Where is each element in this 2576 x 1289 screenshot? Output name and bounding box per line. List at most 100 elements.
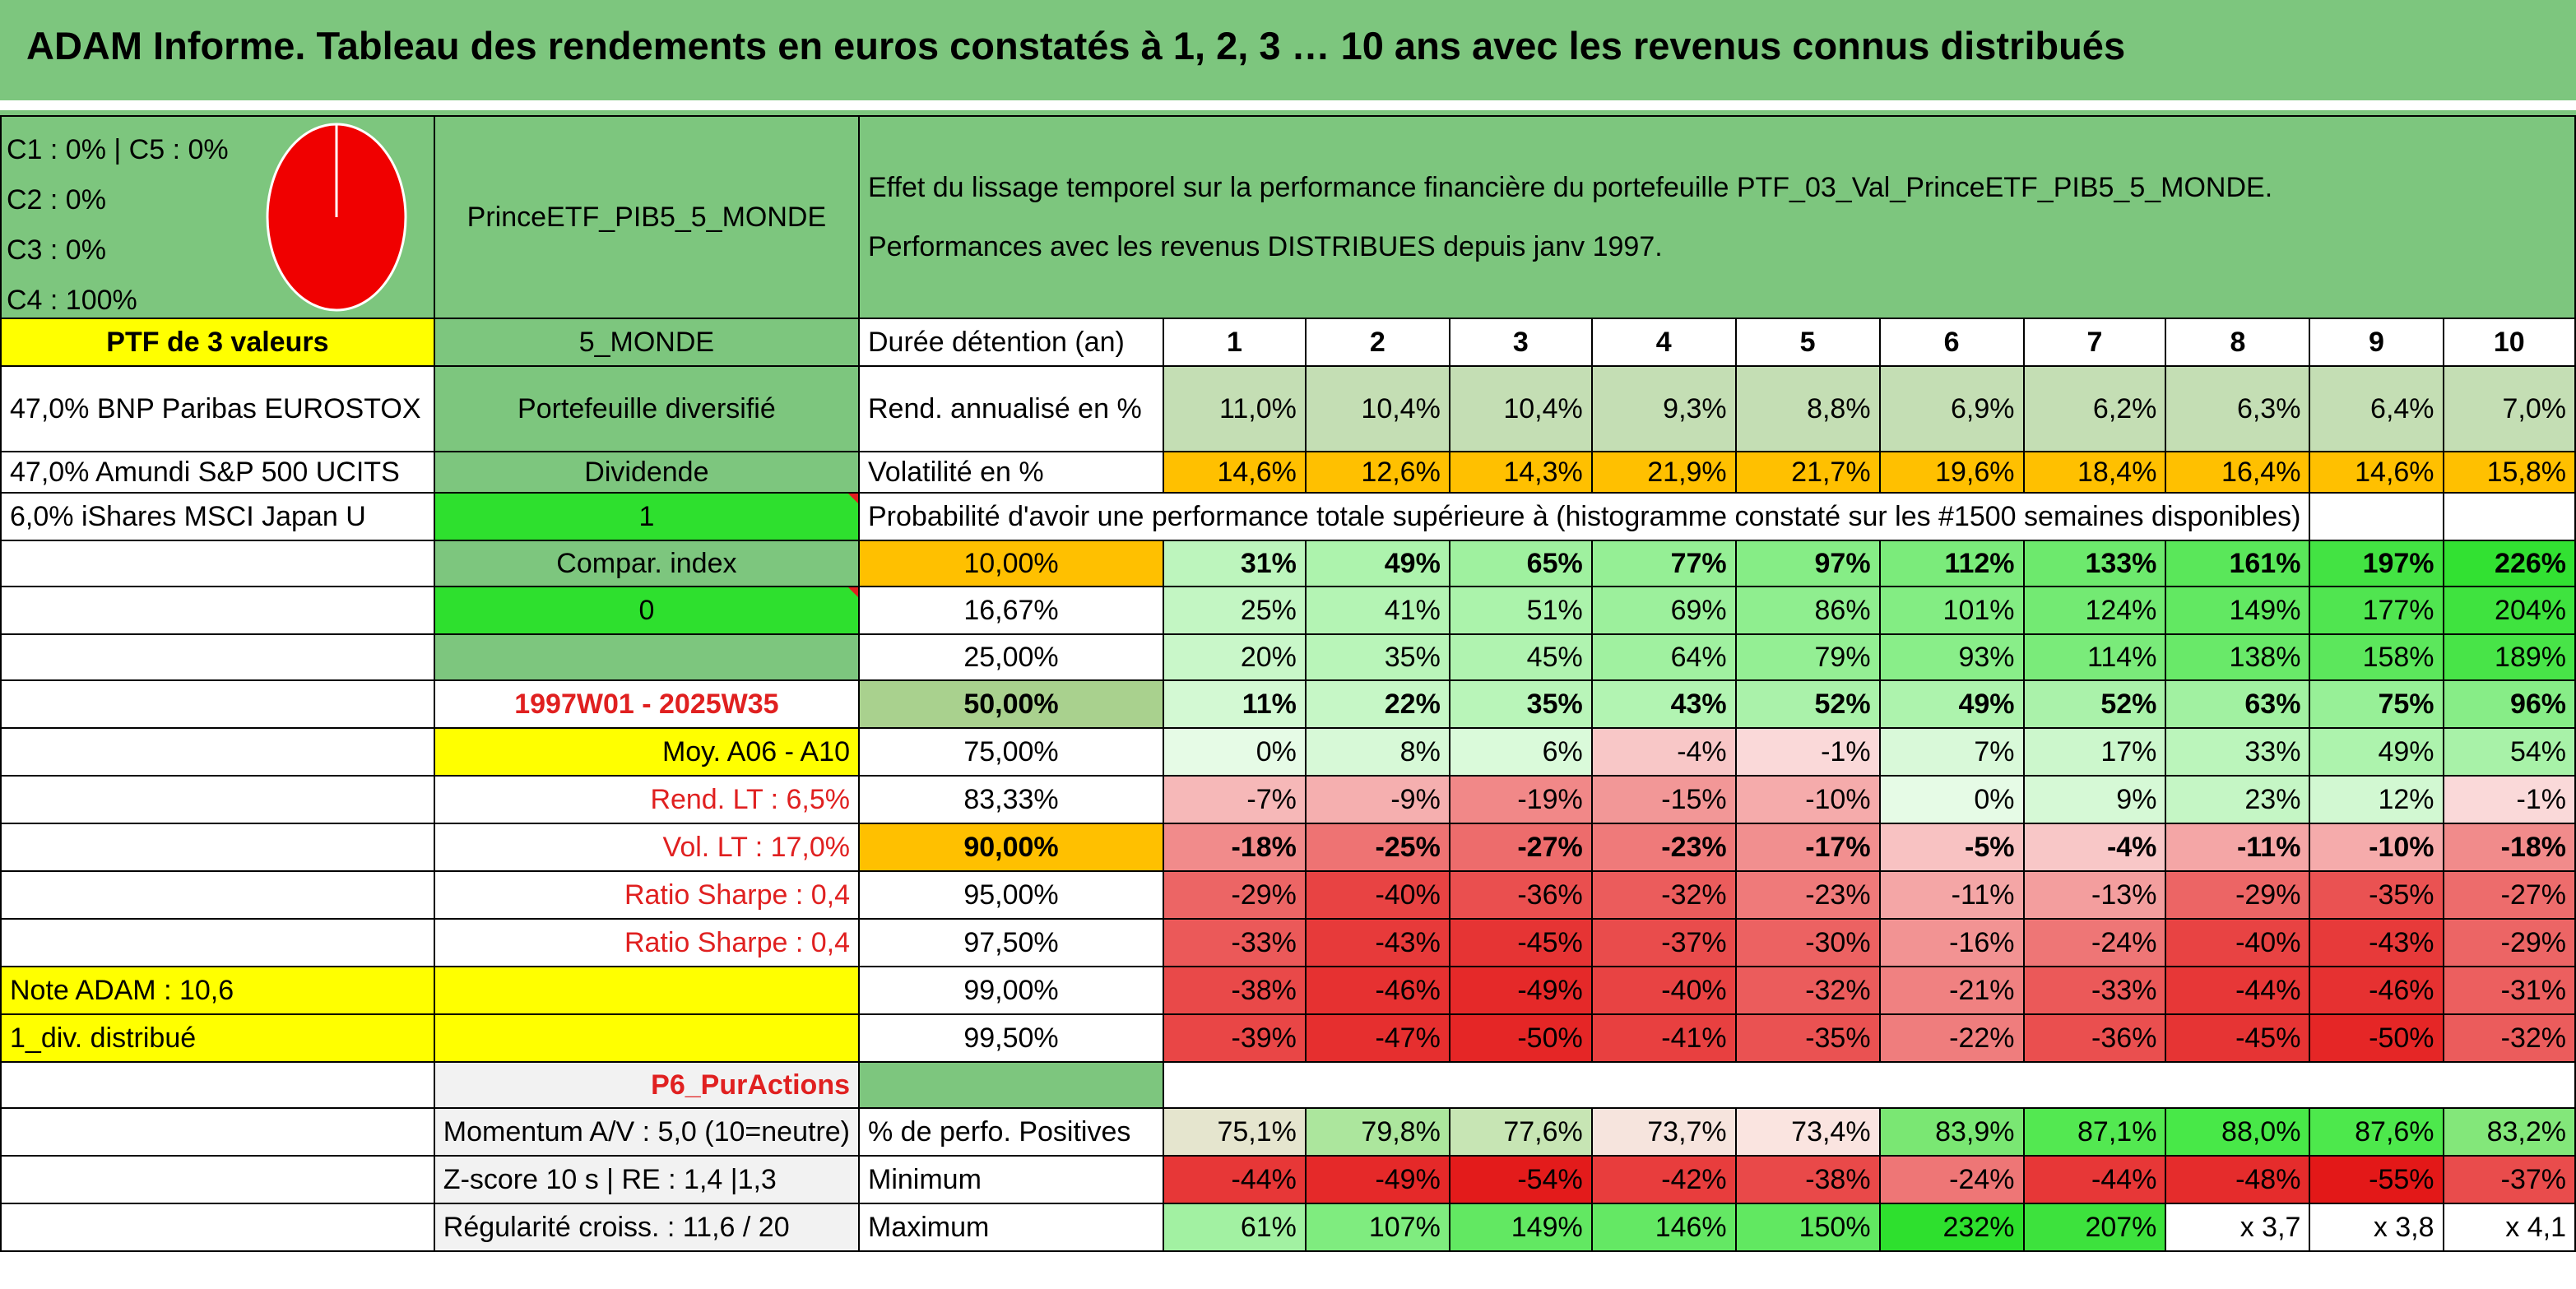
empty-cell	[0, 1155, 435, 1204]
quantile-value-7: -33%	[2022, 966, 2167, 1015]
empty-row	[1162, 1061, 2576, 1109]
composition-line-2: C2 : 0%	[7, 184, 106, 216]
quantile-value-8: -29%	[2165, 870, 2311, 920]
quantile-value-6: -16%	[1878, 918, 2025, 967]
quantile-value-8: 161%	[2165, 540, 2311, 587]
quantile-value-6: 112%	[1878, 540, 2025, 587]
composition-line-4: C4 : 100%	[7, 285, 137, 316]
max-value-8: x 3,7	[2165, 1203, 2311, 1252]
pos-value-2: 79,8%	[1304, 1107, 1450, 1157]
quantile-value-3: 65%	[1448, 540, 1593, 587]
quantile-value-3: -27%	[1448, 823, 1593, 872]
empty-cell	[0, 586, 435, 635]
quantile-value-3: -36%	[1448, 870, 1593, 920]
quantile-label: 99,00%	[858, 966, 1164, 1015]
portfolio-description-cell: Effet du lissage temporel sur la perform…	[858, 115, 2576, 319]
min-value-1: -44%	[1162, 1155, 1307, 1204]
quantile-value-2: -9%	[1304, 775, 1450, 824]
quantile-label: 10,00%	[858, 540, 1164, 587]
quantile-value-9: -10%	[2309, 823, 2444, 872]
empty-cell	[0, 823, 435, 872]
quantile-value-8: 63%	[2165, 679, 2311, 729]
sharpe-ratio: Ratio Sharpe : 0,4	[433, 870, 861, 920]
quantile-label: 25,00%	[858, 633, 1164, 681]
zone-label: 5_MONDE	[433, 318, 861, 367]
pos-value-4: 73,7%	[1590, 1107, 1737, 1157]
composition-line-1: C1 : 0% | C5 : 0%	[7, 134, 229, 165]
quantile-value-8: 23%	[2165, 775, 2311, 824]
quantile-value-10: -1%	[2442, 775, 2576, 824]
revenue-type: Dividende	[433, 451, 861, 494]
empty-cell	[0, 633, 435, 681]
vol-value-9: 14,6%	[2309, 451, 2444, 494]
quantile-value-7: 114%	[2022, 633, 2167, 681]
quantile-value-10: 54%	[2442, 727, 2576, 777]
min-value-5: -38%	[1734, 1155, 1881, 1204]
max-value-9: x 3,8	[2309, 1203, 2444, 1252]
quantile-value-5: 79%	[1734, 633, 1881, 681]
quantile-value-9: -50%	[2309, 1013, 2444, 1063]
year-header-6: 6	[1878, 318, 2025, 367]
empty-cell	[433, 1013, 861, 1063]
quantile-value-5: 52%	[1734, 679, 1881, 729]
quantile-value-9: 75%	[2309, 679, 2444, 729]
rend-value-10: 7,0%	[2442, 365, 2576, 452]
composition-pie-chart	[266, 123, 407, 312]
quantile-value-3: 51%	[1448, 586, 1593, 635]
moy-label: Moy. A06 - A10	[433, 727, 861, 777]
quantile-value-3: 45%	[1448, 633, 1593, 681]
quantile-label: 97,50%	[858, 918, 1164, 967]
quantile-value-4: -40%	[1590, 966, 1737, 1015]
quantile-value-7: 9%	[2022, 775, 2167, 824]
max-value-4: 146%	[1590, 1203, 1737, 1252]
quantile-value-2: -40%	[1304, 870, 1450, 920]
portfolio-description-line-2: Performances avec les revenus DISTRIBUES…	[868, 231, 1663, 262]
quantile-value-8: -40%	[2165, 918, 2311, 967]
rend-value-3: 10,4%	[1448, 365, 1593, 452]
empty-cell	[0, 727, 435, 777]
year-header-8: 8	[2165, 318, 2311, 367]
quantile-value-1: 20%	[1162, 633, 1307, 681]
empty-cell	[0, 540, 435, 587]
quantile-value-7: 124%	[2022, 586, 2167, 635]
min-value-4: -42%	[1590, 1155, 1737, 1204]
empty-cell	[0, 870, 435, 920]
quantile-value-10: -18%	[2442, 823, 2576, 872]
rend-value-9: 6,4%	[2309, 365, 2444, 452]
flag-1: 1	[433, 492, 861, 541]
year-header-1: 1	[1162, 318, 1307, 367]
composition-list: C1 : 0% | C5 : 0% C2 : 0% C3 : 0% C4 : 1…	[7, 125, 229, 317]
ptf-count-label: PTF de 3 valeurs	[0, 318, 435, 367]
quantile-value-6: -22%	[1878, 1013, 2025, 1063]
min-value-7: -44%	[2022, 1155, 2167, 1204]
min-value-3: -54%	[1448, 1155, 1593, 1204]
quantile-value-8: -44%	[2165, 966, 2311, 1015]
empty-cell	[0, 775, 435, 824]
year-header-9: 9	[2309, 318, 2444, 367]
rend-lt: Rend. LT : 6,5%	[433, 775, 861, 824]
quantile-value-6: -11%	[1878, 870, 2025, 920]
max-value-6: 232%	[1878, 1203, 2025, 1252]
quantile-value-10: 226%	[2442, 540, 2576, 587]
quantile-value-8: 138%	[2165, 633, 2311, 681]
quantile-value-1: 11%	[1162, 679, 1307, 729]
probability-title: Probabilité d'avoir une performance tota…	[857, 492, 2311, 541]
pos-value-7: 87,1%	[2022, 1107, 2167, 1157]
compar-index: Compar. index	[433, 540, 861, 587]
rend-value-5: 8,8%	[1734, 365, 1881, 452]
year-header-2: 2	[1304, 318, 1450, 367]
composition-line-3: C3 : 0%	[7, 234, 106, 266]
rend-value-1: 11,0%	[1162, 365, 1307, 452]
quantile-value-2: 35%	[1304, 633, 1450, 681]
quantile-value-3: -49%	[1448, 966, 1593, 1015]
empty-cell	[2442, 492, 2576, 541]
rend-value-8: 6,3%	[2165, 365, 2311, 452]
quantile-value-5: -35%	[1734, 1013, 1881, 1063]
rend-value-6: 6,9%	[1878, 365, 2025, 452]
quantile-value-9: 158%	[2309, 633, 2444, 681]
quantile-label: 75,00%	[858, 727, 1164, 777]
quantile-value-2: -25%	[1304, 823, 1450, 872]
quantile-value-3: 6%	[1448, 727, 1593, 777]
flag-0: 0	[433, 586, 861, 635]
min-value-2: -49%	[1304, 1155, 1450, 1204]
